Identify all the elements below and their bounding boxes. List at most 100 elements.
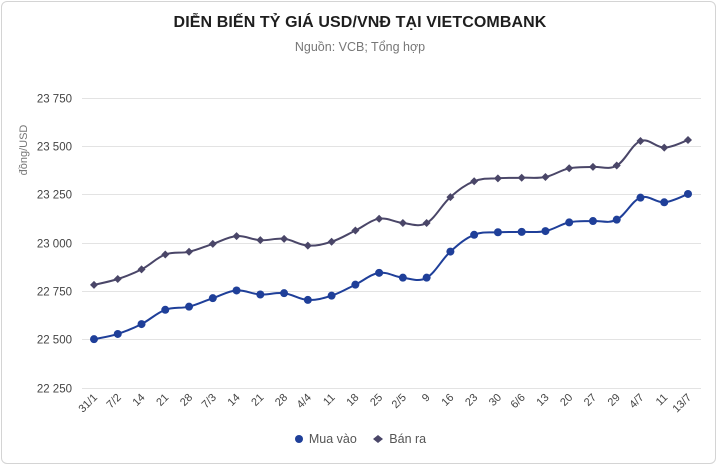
data-point[interactable] xyxy=(660,198,669,207)
series-line xyxy=(93,193,689,341)
data-point[interactable] xyxy=(327,237,336,246)
data-point[interactable] xyxy=(422,218,431,227)
x-tick-label: 30 xyxy=(487,392,504,409)
data-point[interactable] xyxy=(636,193,645,202)
data-point[interactable] xyxy=(280,234,289,243)
data-point[interactable] xyxy=(280,289,289,298)
x-tick-label: 31/1 xyxy=(76,392,100,416)
x-tick-label: 4/7 xyxy=(627,392,646,411)
data-point[interactable] xyxy=(256,236,265,245)
x-tick-label: 6/6 xyxy=(508,392,527,411)
x-tick-label: 14 xyxy=(130,392,147,409)
data-point[interactable] xyxy=(113,329,122,338)
y-tick-label: 23 250 xyxy=(37,190,72,202)
x-tick-label: 18 xyxy=(344,392,361,409)
data-point[interactable] xyxy=(565,164,574,173)
chart-subtitle: Nguồn: VCB; Tổng hợp xyxy=(294,40,426,54)
data-point[interactable] xyxy=(185,247,194,256)
data-point[interactable] xyxy=(90,335,98,344)
x-tick-label: 27 xyxy=(582,392,599,409)
data-point[interactable] xyxy=(303,241,312,250)
data-point[interactable] xyxy=(185,302,194,311)
x-tick-label: 16 xyxy=(439,392,456,409)
y-tick-label: 22 250 xyxy=(37,384,72,396)
data-point[interactable] xyxy=(208,294,217,303)
series-line xyxy=(93,139,689,286)
legend: Mua vào Bán ra xyxy=(0,432,720,447)
x-tick-label: 29 xyxy=(606,392,623,409)
data-point[interactable] xyxy=(303,295,312,304)
data-point[interactable] xyxy=(588,162,597,171)
x-tick-label: 21 xyxy=(249,392,266,409)
y-axis-ticks: 22 250 22 500 22 750 23 000 23 250 23 500 23 7… xyxy=(37,94,72,396)
series-mua-vao xyxy=(90,189,692,344)
data-point[interactable] xyxy=(351,280,360,289)
data-point[interactable] xyxy=(327,291,336,300)
x-tick-label: 23 xyxy=(463,392,480,409)
legend-label: Mua vào xyxy=(308,432,357,446)
diamond-marker-icon xyxy=(373,435,384,443)
data-point[interactable] xyxy=(541,227,550,236)
data-point[interactable] xyxy=(398,218,407,227)
legend-item-mua-vao[interactable]: Mua vào xyxy=(294,432,357,446)
data-point[interactable] xyxy=(422,273,431,282)
y-tick-label: 23 750 xyxy=(37,94,72,106)
x-tick-label: 7/2 xyxy=(105,392,124,411)
data-point[interactable] xyxy=(90,280,98,289)
gridlines xyxy=(82,98,701,389)
data-point[interactable] xyxy=(565,218,574,227)
data-point[interactable] xyxy=(493,174,502,183)
data-point[interactable] xyxy=(517,173,526,182)
data-point[interactable] xyxy=(446,193,455,202)
x-tick-label: 2/5 xyxy=(390,392,409,411)
data-point[interactable] xyxy=(493,228,502,237)
data-point[interactable] xyxy=(612,161,621,170)
y-tick-label: 23 000 xyxy=(37,239,72,251)
x-tick-label: 4/4 xyxy=(295,392,314,411)
data-point[interactable] xyxy=(660,143,669,152)
data-point[interactable] xyxy=(375,214,384,223)
data-point[interactable] xyxy=(541,172,550,181)
data-point[interactable] xyxy=(684,136,692,145)
series-ban-ra xyxy=(90,136,692,289)
data-point[interactable] xyxy=(256,290,265,299)
data-point[interactable] xyxy=(137,320,146,329)
x-tick-label: 20 xyxy=(558,392,575,409)
legend-label: Bán ra xyxy=(389,432,427,446)
data-point[interactable] xyxy=(232,286,241,295)
data-point[interactable] xyxy=(161,305,170,314)
data-point[interactable] xyxy=(137,265,146,274)
data-point[interactable] xyxy=(588,217,597,226)
x-tick-label: 28 xyxy=(178,392,195,409)
data-point[interactable] xyxy=(232,232,241,241)
data-point[interactable] xyxy=(470,230,479,239)
data-point[interactable] xyxy=(517,227,526,236)
x-tick-label: 25 xyxy=(368,392,385,409)
x-tick-label: 11 xyxy=(321,392,338,409)
x-tick-label: 13/7 xyxy=(670,392,694,416)
data-point[interactable] xyxy=(636,137,645,145)
series-group xyxy=(90,136,692,344)
data-point[interactable] xyxy=(470,177,479,186)
circle-marker-icon xyxy=(294,435,303,443)
data-point[interactable] xyxy=(612,215,621,224)
y-tick-label: 23 500 xyxy=(37,142,72,154)
data-point[interactable] xyxy=(208,239,217,248)
chart-title: DIỄN BIẾN TỶ GIÁ USD/VNĐ TẠI VIETCOMBANK xyxy=(173,14,547,31)
data-point[interactable] xyxy=(684,189,692,198)
data-point[interactable] xyxy=(113,275,122,284)
y-tick-label: 22 500 xyxy=(37,335,72,347)
y-tick-label: 22 750 xyxy=(37,287,72,299)
legend-item-ban-ra[interactable]: Bán ra xyxy=(372,432,426,446)
data-point[interactable] xyxy=(398,273,407,282)
data-point[interactable] xyxy=(375,268,384,277)
y-axis-label: đồng/USD xyxy=(18,125,30,176)
x-tick-label: 28 xyxy=(273,392,290,409)
data-point[interactable] xyxy=(351,226,360,235)
data-point[interactable] xyxy=(446,247,455,256)
data-point[interactable] xyxy=(161,250,170,259)
x-tick-label: 13 xyxy=(534,392,551,409)
x-tick-label: 14 xyxy=(226,392,243,409)
